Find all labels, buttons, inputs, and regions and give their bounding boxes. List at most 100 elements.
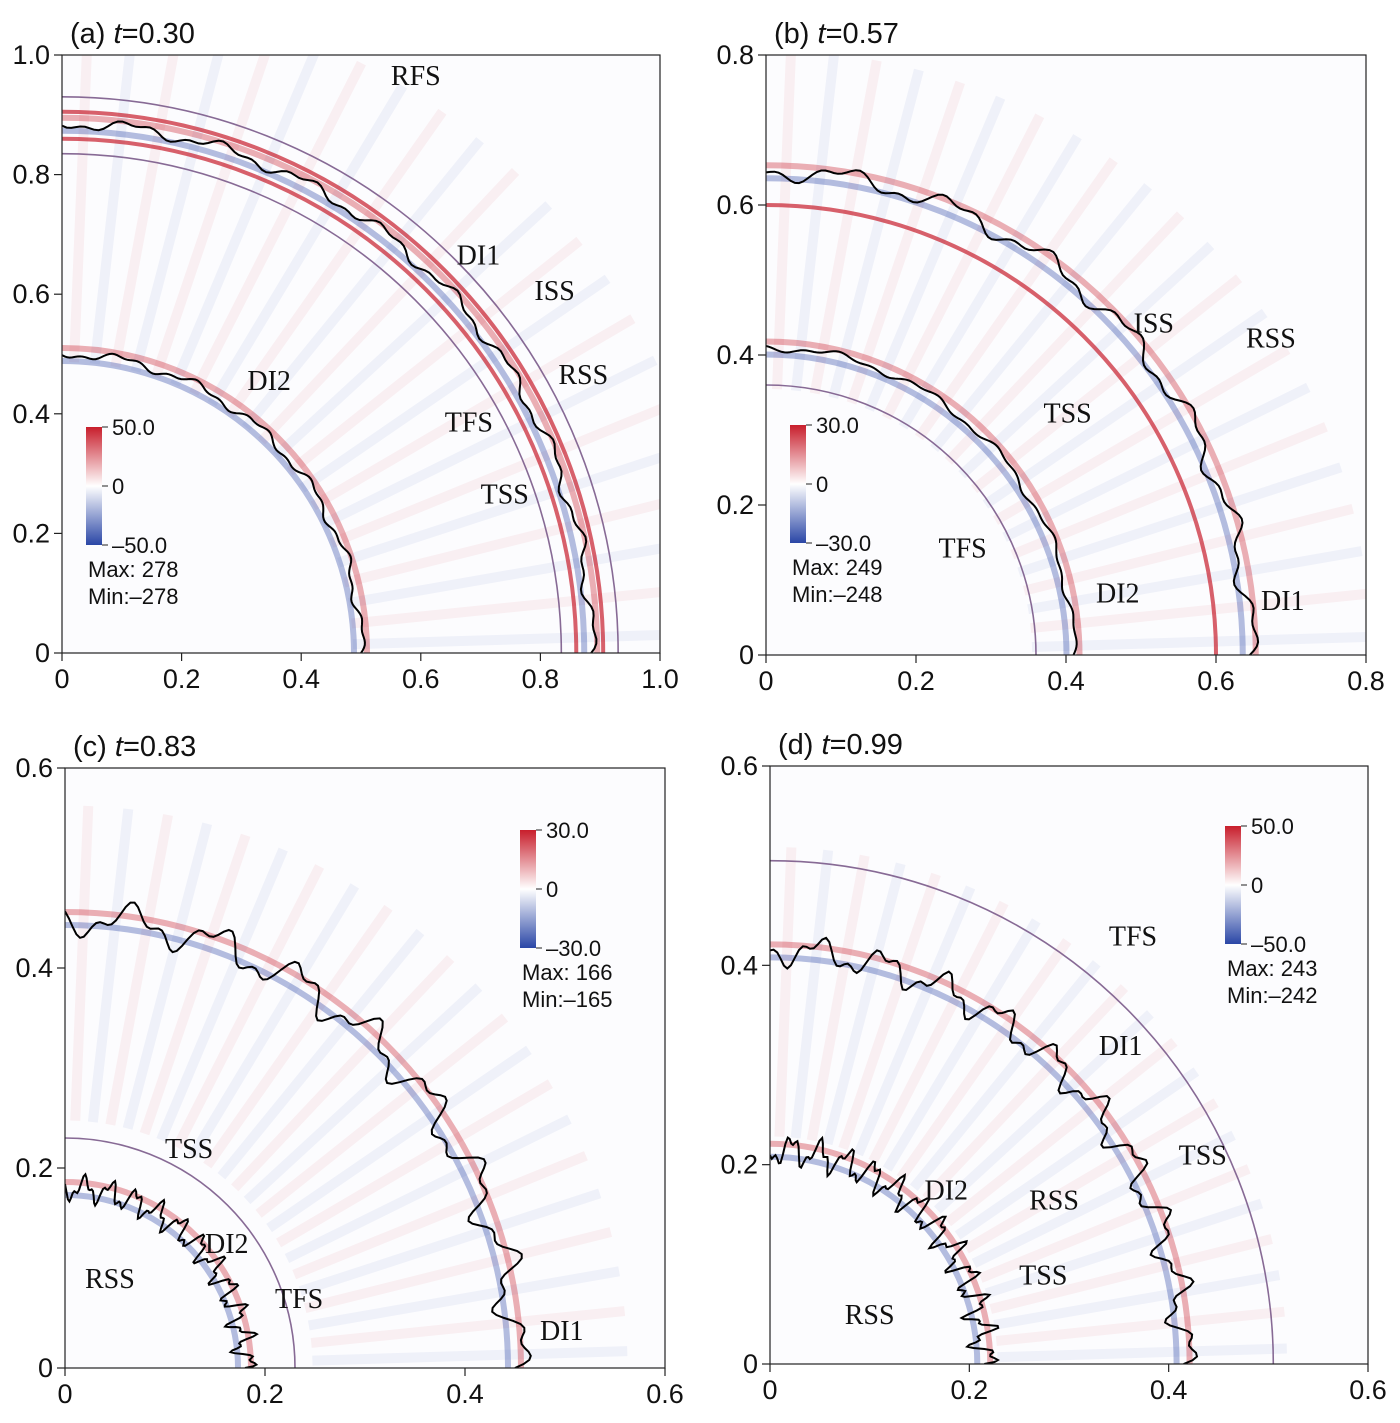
annotation-rss: RSS xyxy=(1246,324,1296,355)
time-value: =0.57 xyxy=(826,18,899,50)
interface-di2 xyxy=(62,352,366,653)
field-streak xyxy=(930,183,1152,452)
field-streak xyxy=(933,1010,1154,1214)
field-streak xyxy=(266,1045,532,1233)
vorticity-band xyxy=(62,358,357,653)
field-streak xyxy=(70,805,94,1121)
field-streak xyxy=(853,885,976,1157)
annotation-tfs: TFS xyxy=(275,1284,323,1315)
panel-title: (c) t=0.83 xyxy=(73,731,196,763)
panel-label: (b) xyxy=(774,18,818,50)
y-tick-label: 0.8 xyxy=(12,160,50,190)
field-streak xyxy=(225,108,447,418)
colorbar-label: 30.0 xyxy=(816,413,859,438)
min-value: Min:–248 xyxy=(792,582,883,607)
field-streak xyxy=(963,1098,1219,1254)
annotation-di2: DI2 xyxy=(247,366,291,397)
field-streak xyxy=(993,345,1291,525)
field-streak xyxy=(914,157,1118,441)
plot-area xyxy=(62,55,660,653)
interface-di2 xyxy=(770,1135,1000,1364)
colorbar-label: –30.0 xyxy=(816,531,871,556)
colorbar-label: –30.0 xyxy=(546,936,601,961)
x-tick-label: 0.2 xyxy=(163,664,201,694)
colorbar-label: 0 xyxy=(816,472,828,497)
colorbar-gradient xyxy=(86,427,102,545)
annotation-tss: TSS xyxy=(1044,399,1092,430)
panel-label: (a) xyxy=(70,18,114,50)
field-streak xyxy=(790,55,840,392)
vorticity-band xyxy=(65,922,511,1368)
field-streak xyxy=(1022,503,1354,596)
field-streak xyxy=(231,955,455,1192)
y-tick-label: 0 xyxy=(35,638,50,668)
field-streak xyxy=(337,452,660,568)
annotation-tss: TSS xyxy=(1179,1141,1227,1172)
plot-background xyxy=(766,55,1366,655)
y-tick-label: 0.2 xyxy=(720,1150,758,1180)
vorticity-band xyxy=(770,954,1180,1364)
shock-front xyxy=(65,1137,296,1368)
field-streak xyxy=(188,883,360,1159)
interface-di2 xyxy=(65,1172,259,1368)
field-streak xyxy=(150,55,271,379)
panel-c: 0 0.2 0.4 0.6 0 0.2 0.4 0.6 (c) t=0.83 30.0 0 –30.0… xyxy=(15,731,683,1409)
plot-background xyxy=(62,55,660,653)
vorticity-band xyxy=(770,1140,994,1364)
field-streak xyxy=(307,1266,620,1331)
vorticity-band xyxy=(62,114,601,653)
field-streak xyxy=(329,403,660,548)
field-streak xyxy=(1017,462,1343,578)
annotation-iss: ISS xyxy=(534,276,574,307)
field-streak xyxy=(284,1114,572,1263)
field-streak xyxy=(989,1234,1273,1314)
colorbar: 50.0 0 –50.0 xyxy=(1225,814,1306,957)
field-streak xyxy=(1030,588,1366,634)
annotation-rss: RSS xyxy=(1029,1186,1079,1217)
x-tick-label: 0 xyxy=(758,666,773,696)
field-streak xyxy=(351,587,660,629)
x-tick-label: 0.6 xyxy=(646,1379,684,1409)
annotation-tfs: TFS xyxy=(1109,921,1157,952)
field-streak xyxy=(828,68,924,399)
x-tick-label: 0.2 xyxy=(951,1375,989,1405)
time-symbol: t xyxy=(115,731,125,763)
x-tick-label: 0 xyxy=(762,1375,777,1405)
shock-front xyxy=(766,384,1037,655)
field-streak xyxy=(343,498,660,588)
field-streak xyxy=(838,872,941,1151)
field-streak xyxy=(997,1343,1287,1363)
plot-area xyxy=(65,768,665,1368)
y-tick-label: 0.4 xyxy=(720,950,758,980)
field-streak xyxy=(898,134,1082,430)
x-tick-label: 0.6 xyxy=(402,664,440,694)
y-tick-label: 1.0 xyxy=(12,40,50,70)
time-symbol: t xyxy=(818,18,828,50)
interface-di2 xyxy=(766,345,1078,655)
colorbar: 30.0 0 –30.0 xyxy=(790,413,871,556)
field-streak xyxy=(257,167,520,445)
x-tick-label: 0.6 xyxy=(1197,666,1235,696)
y-tick-label: 0.2 xyxy=(716,490,754,520)
x-tick-label: 0.4 xyxy=(446,1379,484,1409)
annotation-tss: TSS xyxy=(481,480,529,511)
field-streak xyxy=(944,1037,1178,1227)
field-streak xyxy=(310,314,636,511)
field-streak xyxy=(303,1227,613,1314)
x-tick-label: 0.2 xyxy=(897,666,935,696)
max-value: Max: 249 xyxy=(792,555,883,580)
y-tick-label: 0.4 xyxy=(12,399,50,429)
annotation-tss: TSS xyxy=(165,1134,213,1165)
field-streak xyxy=(772,55,796,390)
annotation-tfs: TFS xyxy=(939,534,987,565)
vorticity-band xyxy=(65,1179,254,1368)
max-value: Max: 243 xyxy=(1227,956,1318,981)
max-value: Max: 166 xyxy=(522,960,613,985)
field-streak xyxy=(882,918,1041,1172)
field-streak xyxy=(944,211,1185,465)
y-tick-label: 0.8 xyxy=(716,40,754,70)
plot-frame xyxy=(769,765,1369,1365)
annotation-rss: RSS xyxy=(845,1300,895,1331)
panel-b: 0 0.2 0.4 0.6 0.8 0 0.2 0.4 0.6 0.8 (b) t=0.57 30.0… xyxy=(716,18,1384,696)
y-tick-label: 0.6 xyxy=(15,753,53,783)
